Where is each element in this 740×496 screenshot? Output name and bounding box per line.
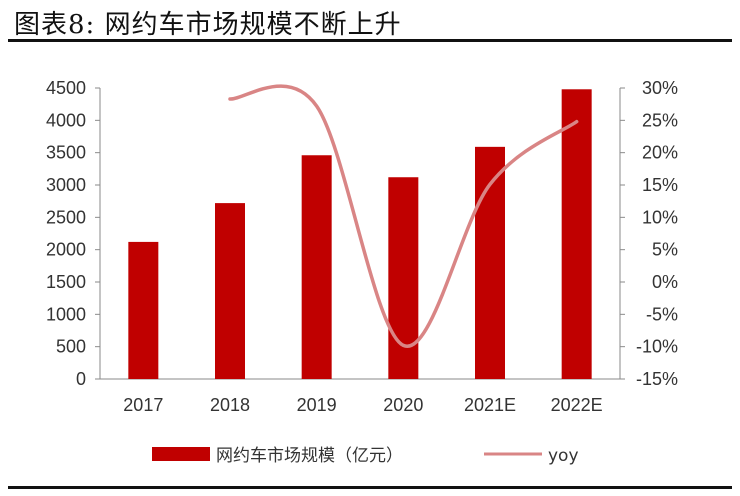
bars [128,89,592,379]
y-tick-label: 2500 [46,207,86,227]
bar-2018 [215,203,245,379]
bar-2022E [561,89,592,379]
legend-bar-swatch [152,447,210,461]
y-tick-label: 1000 [46,304,86,324]
y2-tick-label: 10% [642,207,678,227]
top-rule [8,39,732,42]
y-ticks: 0 500 1000 1500 2000 2500 3000 3500 4000 4500 [46,78,86,389]
y2-tick-label: 30% [642,78,678,98]
x-tick-label: 2019 [297,395,337,415]
x-tick-label: 2020 [383,395,423,415]
y2-ticks: -15% -10% -5% 0% 5% 10% 15% 20% 25% 30% [636,78,678,389]
y2-tick-label: 0% [652,272,678,292]
bar-2020 [388,177,419,379]
bottom-rule [8,486,732,489]
y-tick-label: 3500 [46,143,86,163]
y2-tick-label: -15% [636,369,678,389]
y-tick-label: 0 [76,369,86,389]
y-tick-label: 1500 [46,272,86,292]
y-tick-label: 3000 [46,175,86,195]
y2-tick-label: 25% [642,110,678,130]
y2-tick-label: -10% [636,337,678,357]
y2-tick-label: 20% [642,143,678,163]
legend-line-label: yoy [548,446,579,466]
legend-bar-label: 网约车市场规模（亿元） [216,446,403,466]
y2-tick-label: 5% [652,240,678,260]
y2-tick-label: 15% [642,175,678,195]
bar-2019 [301,155,332,379]
bar-2017 [128,241,159,379]
x-tick-label: 2017 [123,395,163,415]
y-tick-label: 2000 [46,240,86,260]
y-tick-label: 4500 [46,78,86,98]
yoy-line [228,84,579,348]
y-tick-label: 500 [56,337,86,357]
x-tick-label: 2018 [210,395,250,415]
y2-tick-label: -5% [646,304,678,324]
legend: 网约车市场规模（亿元） yoy [152,446,579,466]
axes [95,87,625,380]
x-ticks: 2017 2018 2019 2020 2021E 2022E [123,395,602,415]
y-tick-label: 4000 [46,110,86,130]
x-tick-label: 2021E [464,395,516,415]
yoy-line-path [228,84,579,348]
figure-title: 图表8: 网约车市场规模不断上升 [14,10,402,40]
x-tick-label: 2022E [551,395,603,415]
